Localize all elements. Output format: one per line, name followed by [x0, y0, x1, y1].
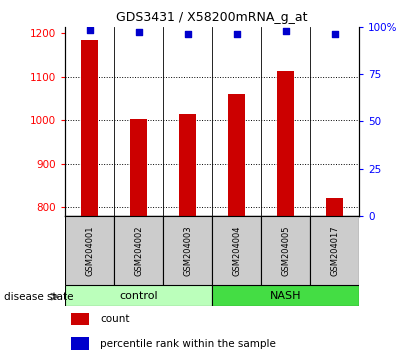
Title: GDS3431 / X58200mRNA_g_at: GDS3431 / X58200mRNA_g_at	[116, 11, 308, 24]
Text: GSM204001: GSM204001	[85, 225, 94, 276]
Bar	[81, 40, 98, 216]
Bar	[277, 72, 294, 216]
Bar	[212, 216, 261, 285]
Text: GSM204002: GSM204002	[134, 225, 143, 276]
Text: percentile rank within the sample: percentile rank within the sample	[100, 339, 276, 349]
Text: GSM204017: GSM204017	[330, 225, 339, 276]
Bar	[212, 285, 359, 306]
Bar	[65, 216, 114, 285]
Point	[282, 28, 289, 34]
Bar	[261, 216, 310, 285]
Bar	[310, 216, 359, 285]
Text: GSM204004: GSM204004	[232, 225, 241, 276]
Point	[184, 31, 191, 37]
Text: count: count	[100, 314, 130, 324]
Bar	[228, 94, 245, 216]
Text: NASH: NASH	[270, 291, 302, 301]
Text: disease state: disease state	[4, 292, 74, 302]
Bar	[71, 337, 89, 350]
Point	[233, 31, 240, 37]
Bar	[163, 216, 212, 285]
Bar	[179, 114, 196, 216]
Bar	[130, 119, 147, 216]
Point	[331, 31, 338, 37]
Point	[86, 28, 93, 33]
Text: control: control	[119, 291, 158, 301]
Text: GSM204003: GSM204003	[183, 225, 192, 276]
Text: GSM204005: GSM204005	[281, 225, 290, 276]
Point	[135, 29, 142, 35]
Bar	[114, 216, 163, 285]
Bar	[326, 198, 343, 216]
Bar	[71, 313, 89, 325]
Bar	[65, 285, 212, 306]
